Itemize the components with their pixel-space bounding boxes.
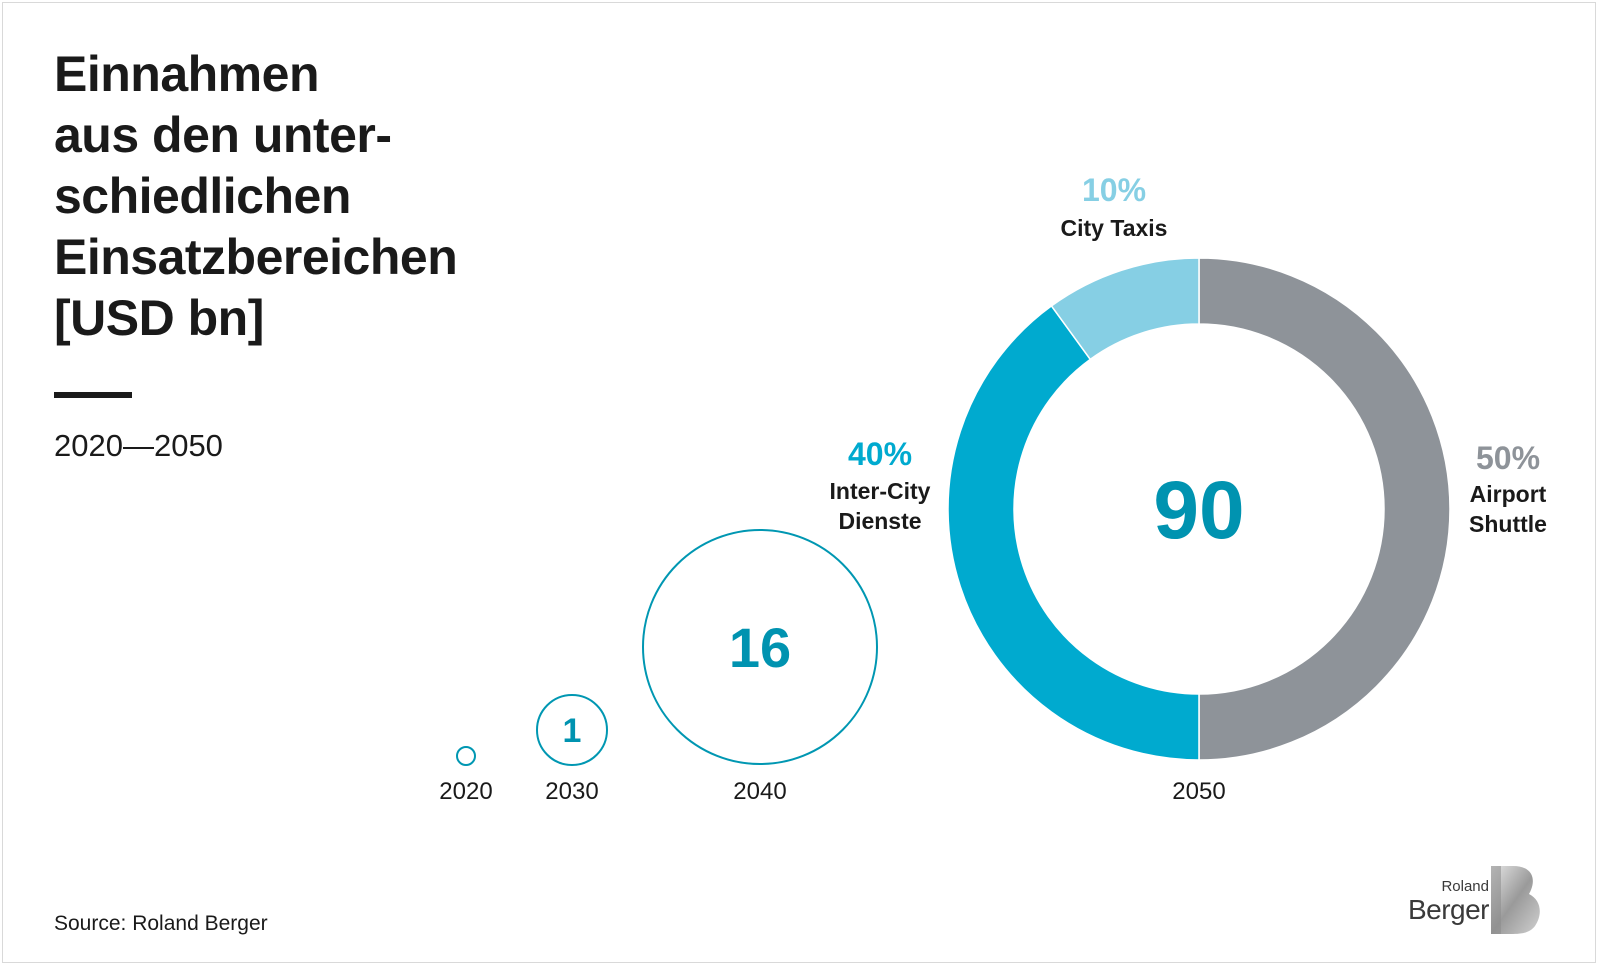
bubble-2040 (642, 529, 878, 765)
year-label-2030: 2030 (545, 778, 598, 805)
pct-label-airport-shuttle: 50% (1476, 440, 1540, 476)
value-label-2050: 90 (1153, 465, 1244, 556)
segment-label-airport-shuttle: Airport (1470, 481, 1547, 507)
bubble-2030 (536, 694, 608, 766)
logo-text-small: Roland (1441, 878, 1489, 895)
brand-logo: Roland Berger (1395, 862, 1565, 952)
pct-label-inter-city-dienste: 40% (848, 436, 912, 472)
segment-label-airport-shuttle: Shuttle (1469, 511, 1547, 537)
year-label-2020: 2020 (439, 778, 492, 805)
title-divider (54, 392, 132, 398)
segment-label-city-taxis: City Taxis (1061, 215, 1168, 241)
logo-text-large: Berger (1407, 894, 1490, 925)
chart-title: Einnahmen aus den unter- schiedlichen Ei… (54, 44, 494, 349)
pct-label-city-taxis: 10% (1082, 172, 1146, 208)
chart-subtitle: 2020—2050 (54, 428, 223, 463)
title-line: Einsatzbereichen (54, 229, 458, 285)
value-label-2030: 1 (563, 712, 582, 750)
title-line: aus den unter- (54, 107, 392, 163)
donut-segment-city-taxis (1050, 257, 1200, 361)
year-label-2050: 2050 (1172, 778, 1225, 805)
segment-label-inter-city-dienste: Dienste (838, 508, 921, 534)
donut-segment-airport-shuttle (1198, 257, 1451, 761)
title-line: schiedlichen (54, 168, 351, 224)
value-label-2040: 16 (729, 616, 791, 679)
donut-segment-inter-city-dienste (947, 304, 1200, 761)
bubble-2020 (456, 746, 476, 766)
year-label-2040: 2040 (733, 778, 786, 805)
segment-label-inter-city-dienste: Inter-City (830, 478, 931, 504)
source-note: Source: Roland Berger (54, 912, 268, 935)
title-line: Einnahmen (54, 46, 319, 102)
roland-berger-b-logo-icon (1491, 866, 1540, 934)
title-line: [USD bn] (54, 290, 264, 346)
